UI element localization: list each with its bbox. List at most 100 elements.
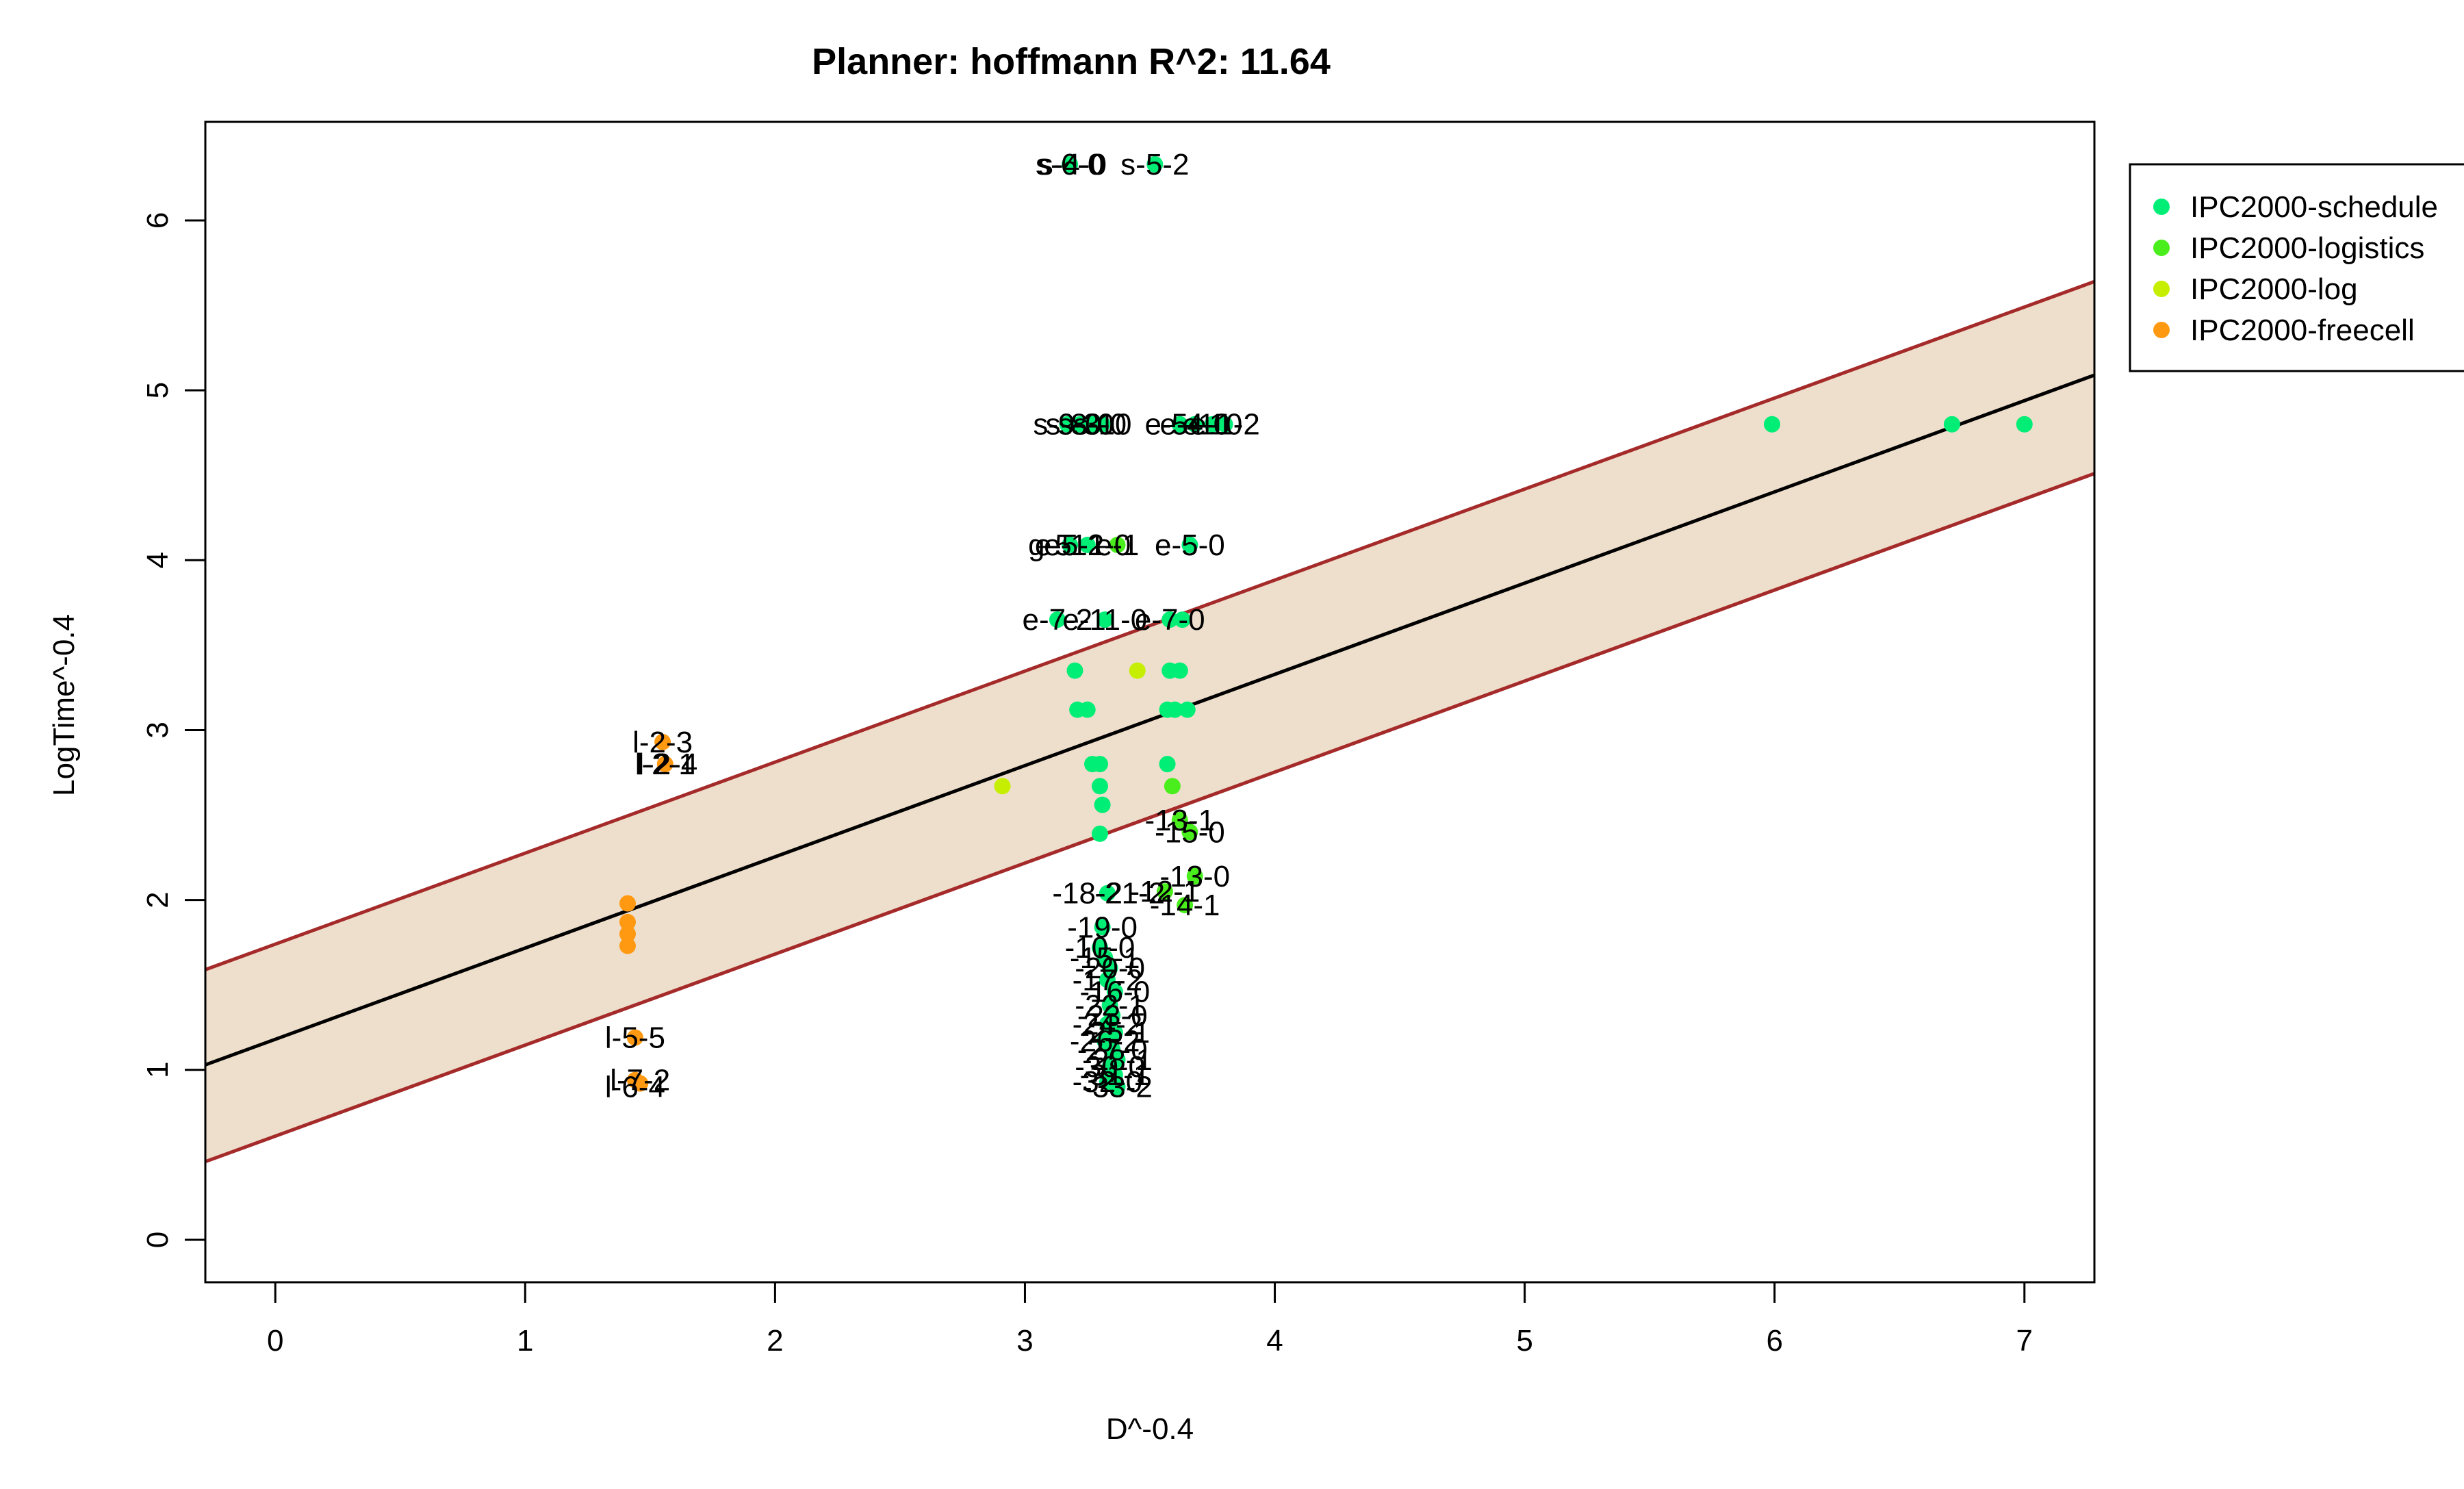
point-label: l-2-4 [637, 748, 697, 781]
point-label: -15-1 [1070, 941, 1140, 975]
data-point [1091, 756, 1108, 773]
data-point [1094, 919, 1111, 936]
data-point [1099, 971, 1116, 989]
point-label: e-4-0 [1159, 408, 1230, 442]
x-tick-label: 4 [1266, 1324, 1283, 1358]
point-label: -31-1 [1080, 1058, 1151, 1092]
point-label: s-9-0 [1033, 408, 1101, 442]
x-tick-label: 6 [1766, 1324, 1782, 1358]
point-label: -13-1 [1144, 804, 1215, 837]
chart-title: Planner: hoffmann R^2: 11.64 [812, 41, 1331, 82]
y-tick-label: 0 [141, 1232, 175, 1248]
point-label: l-6-4 [605, 1071, 665, 1104]
data-point [1179, 701, 1196, 718]
legend-entry: IPC2000-schedule [2190, 190, 2438, 224]
data-point [1079, 536, 1096, 553]
legend: IPC2000-schedule IPC2000-logistics IPC2000… [2129, 163, 2464, 372]
data-point [1156, 883, 1173, 900]
x-tick-label: 0 [267, 1324, 283, 1358]
fit-line [205, 373, 2095, 1067]
data-point [1099, 885, 1116, 902]
data-point [619, 926, 636, 943]
data-point [1174, 611, 1191, 628]
data-point [1094, 796, 1111, 813]
data-point [1146, 156, 1164, 173]
data-point [1091, 778, 1108, 795]
data-point [1171, 416, 1188, 433]
point-label: e-1-2 [1190, 408, 1260, 442]
point-label: e-5-1 [1035, 529, 1105, 562]
legend-marker [2153, 240, 2170, 256]
data-points [619, 156, 2033, 1095]
point-label: s-6-0 [1036, 148, 1104, 181]
legend-box [2129, 163, 2464, 372]
band-lower-edge [205, 472, 2095, 1164]
point-label: -33-2 [1082, 1071, 1153, 1104]
data-point [1049, 611, 1066, 628]
point-label: s-8-0 [1046, 408, 1114, 442]
data-point [1062, 156, 1079, 173]
data-point [1943, 416, 1960, 433]
point-label: e-5-0 [1155, 529, 1225, 562]
point-label: -30-0 [1075, 1050, 1145, 1084]
point-label: -22-1 [1075, 989, 1145, 1022]
point-label: -23-0 [1077, 999, 1148, 1032]
point-label: -17-2 [1073, 963, 1143, 997]
y-tick-label: 1 [141, 1062, 175, 1078]
point-label: e-5-1 [1144, 408, 1215, 442]
point-label: e-11-0 [1062, 603, 1147, 637]
point-label: -20-0 [1075, 952, 1145, 985]
y-tick-label: 2 [141, 891, 175, 908]
point-label: s-5-2 [1120, 148, 1189, 181]
point-label: l-2-3 [632, 726, 693, 759]
point-label: -24-2 [1073, 1008, 1143, 1041]
data-point [1129, 662, 1146, 679]
y-tick-label: 3 [141, 722, 175, 738]
legend-marker [2153, 199, 2170, 215]
point-label: e-12-0 [1044, 529, 1131, 562]
data-point [1764, 416, 1781, 433]
x-tick-label: 7 [2016, 1324, 2033, 1358]
point-label: l-2-1 [635, 748, 695, 781]
data-point [619, 895, 636, 912]
legend-marker [2153, 322, 2170, 338]
point-label: e-10 [1182, 408, 1242, 442]
data-point [1096, 611, 1114, 628]
data-point [654, 733, 671, 750]
point-label: -14-1 [1150, 889, 1220, 922]
legend-entry: IPC2000-log [2190, 272, 2358, 306]
data-point [1216, 416, 1233, 433]
data-point [619, 913, 636, 930]
y-tick-label: 4 [141, 552, 175, 568]
data-point [1062, 536, 1079, 553]
point-label: -32-0 [1073, 1065, 1143, 1099]
legend-entry: IPC2000-freecell [2190, 314, 2415, 347]
data-point [1159, 756, 1176, 773]
y-tick-label: 5 [141, 382, 175, 398]
point-label: -25-1 [1080, 1016, 1151, 1049]
point-label: e-7-2 [1023, 603, 1093, 637]
data-point [619, 937, 636, 954]
point-labels: s-6-0s-4-0 s-5-2s-9-0s-8-0s-3-0s-10 e-5-1e… [605, 148, 1260, 1104]
data-point [1177, 897, 1194, 914]
point-label: -21-2 [1094, 877, 1165, 911]
x-tick-label: 1 [517, 1324, 533, 1358]
data-point [626, 1029, 643, 1046]
legend-marker [2153, 281, 2170, 297]
x-tick-label: 5 [1516, 1324, 1532, 1358]
y-tick-label: 6 [141, 212, 175, 229]
point-label: s-3-0 [1058, 408, 1127, 442]
data-point [1106, 983, 1123, 1000]
point-label: -28-1 [1082, 1043, 1153, 1077]
data-point [1171, 811, 1188, 828]
data-point [1186, 416, 1203, 433]
data-point [2016, 416, 2033, 433]
data-point [1181, 536, 1198, 553]
point-label: -18-2 [1052, 877, 1122, 911]
data-point [1066, 662, 1083, 679]
x-tick-label: 2 [767, 1324, 783, 1358]
data-point [1166, 701, 1183, 718]
point-label: s-10 [1073, 408, 1132, 442]
point-label: -15-0 [1155, 815, 1225, 849]
data-point [1109, 536, 1126, 553]
